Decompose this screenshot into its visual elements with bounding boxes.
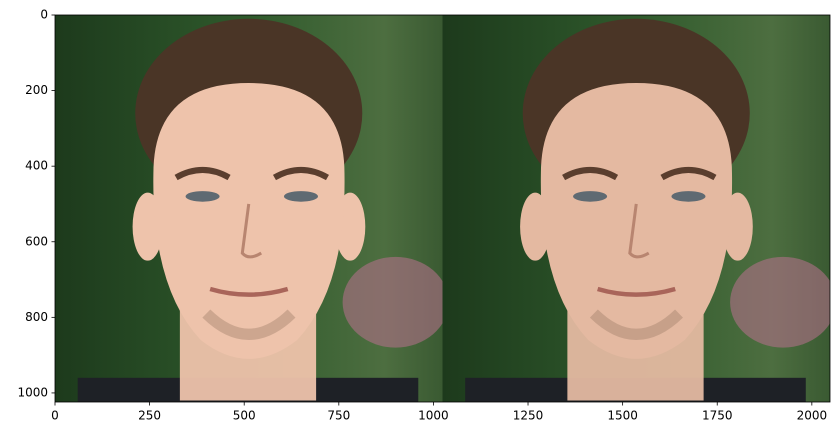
y-tick-label: 400 [25,159,48,173]
mouth [209,286,289,297]
nose [628,203,650,259]
x-tick-label: 250 [138,409,161,423]
eyebrow-right [272,166,329,181]
x-tick-label: 500 [233,409,256,423]
eyebrow-left [174,166,231,181]
eyebrow-right [660,166,717,181]
y-tick-label: 1000 [17,385,48,399]
y-tick-label: 800 [25,310,48,324]
x-tick-label: 1500 [607,409,638,423]
eye-left [573,191,608,202]
y-tick-label: 0 [40,8,48,22]
blur-pink [730,256,830,348]
x-tick-label: 1250 [513,409,544,423]
stubble [589,309,683,340]
blur-pink [342,256,443,348]
face [540,83,733,359]
x-tick-label: 0 [51,409,59,423]
eyebrow-left [562,166,619,181]
stubble [202,309,296,340]
y-tick-label: 600 [25,234,48,248]
nose [240,203,263,259]
axes: 0 250 500 750 1000 1250 1500 1750 2000 0 200 400 600… [17,8,831,423]
y-tick-label: 200 [25,83,48,97]
eye-right [283,191,319,202]
eye-left [185,191,220,202]
x-tick-label: 2000 [797,409,828,423]
mouth [597,286,676,297]
eye-right [671,191,706,202]
x-tick-label: 750 [327,409,350,423]
image-panel [442,15,830,402]
axes-frame [54,14,831,403]
face [153,83,345,359]
image-panel [55,15,443,402]
x-tick-label: 1750 [702,409,733,423]
x-tick-label: 1000 [418,409,449,423]
